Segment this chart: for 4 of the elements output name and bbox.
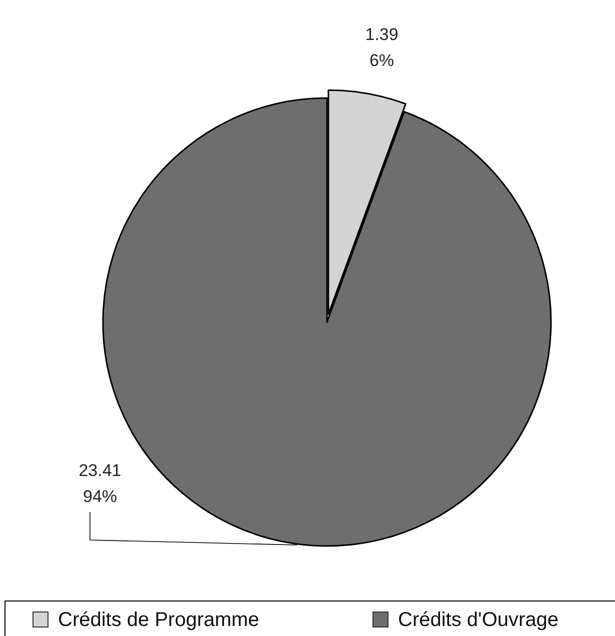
data-label: 1.39 6% xyxy=(365,25,398,70)
legend-label: Crédits de Programme xyxy=(58,609,260,631)
legend-label: Crédits d'Ouvrage xyxy=(398,609,559,631)
data-label: 23.41 94% xyxy=(78,461,122,506)
